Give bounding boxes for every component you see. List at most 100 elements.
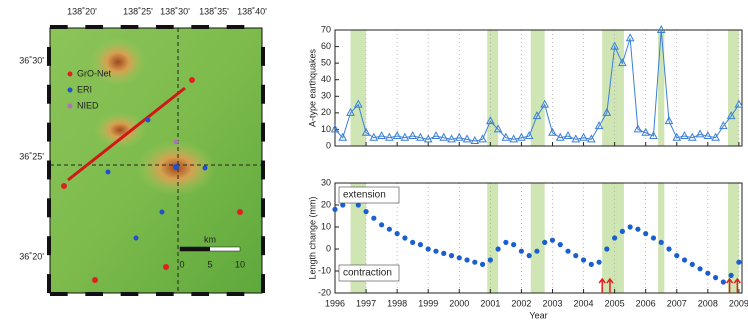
data-point (736, 260, 741, 265)
data-point (620, 229, 625, 234)
y-axis-label: A-type earthquakes (307, 48, 317, 127)
y-tick-label: 0 (326, 140, 331, 150)
scale-tick: 0 (179, 259, 184, 269)
y-tick-label: 20 (321, 107, 331, 117)
x-tick-label: 2006 (636, 298, 656, 308)
legend-label: NIED (77, 100, 99, 110)
y-tick-label: 50 (321, 58, 331, 68)
y-axis-label: Length change (mm) (307, 196, 317, 279)
relief (94, 112, 146, 148)
lon-tick-label: 138˚30' (160, 6, 190, 16)
data-marker (409, 132, 416, 139)
data-point (697, 266, 702, 271)
x-tick-label: 2007 (667, 298, 687, 308)
data-point (729, 273, 734, 278)
x-tick-label: 1998 (387, 298, 407, 308)
data-point (674, 253, 679, 258)
data-point (433, 249, 438, 254)
data-point (666, 246, 671, 251)
y-tick-label: 70 (321, 24, 331, 34)
data-marker (456, 134, 463, 141)
data-point (581, 257, 586, 262)
y-tick-label: 20 (321, 199, 331, 209)
data-point (449, 253, 454, 258)
legend-marker (68, 104, 73, 109)
shaded-interval (728, 30, 739, 146)
data-point (635, 227, 640, 232)
data-marker (378, 132, 385, 139)
lon-tick-label: 138˚35' (199, 6, 229, 16)
x-tick-label: 2008 (698, 298, 718, 308)
data-point (511, 242, 516, 247)
data-point (628, 224, 633, 229)
x-tick-label: 2003 (542, 298, 562, 308)
legend-label: ERI (77, 84, 92, 94)
data-point (565, 249, 570, 254)
x-tick-label: 2004 (574, 298, 594, 308)
data-point (402, 235, 407, 240)
shaded-interval (658, 183, 664, 293)
data-marker (432, 132, 439, 139)
annotation: extension (343, 190, 386, 201)
y-tick-label: 0 (326, 243, 331, 253)
shaded-interval (487, 183, 498, 293)
y-tick-label: 30 (321, 177, 331, 187)
data-point (332, 207, 337, 212)
data-point (604, 246, 609, 251)
data-point (713, 275, 718, 280)
data-point (527, 253, 532, 258)
data-marker (394, 132, 401, 139)
x-axis-label: Year (529, 310, 547, 320)
data-point (418, 242, 423, 247)
data-point (464, 257, 469, 262)
data-marker (697, 130, 704, 137)
data-point (472, 260, 477, 265)
y-tick-label: 30 (321, 91, 331, 101)
figure: km 0 5 10 138˚20' 138˚25' 138˚30' 138˚35' 13… (0, 0, 748, 321)
data-point (643, 231, 648, 236)
data-point (519, 249, 524, 254)
data-point (612, 235, 617, 240)
scale-tick: 10 (235, 259, 245, 269)
data-point (457, 255, 462, 260)
lon-tick-label: 138˚25' (123, 6, 153, 16)
map: km 0 5 10 (47, 25, 265, 296)
data-point (573, 253, 578, 258)
data-point (596, 260, 601, 265)
y-tick-label: 10 (321, 124, 331, 134)
data-point (721, 279, 726, 284)
data-point (659, 240, 664, 245)
x-tick-label: 1999 (418, 298, 438, 308)
legend-label: GrO-Net (77, 68, 112, 78)
x-tick-label: 2001 (480, 298, 500, 308)
data-point (441, 251, 446, 256)
legend-marker (68, 88, 73, 93)
y-tick-label: -20 (318, 287, 331, 297)
data-point (363, 209, 368, 214)
data-point (705, 271, 710, 276)
shaded-interval (602, 30, 624, 146)
scale-tick: 5 (207, 259, 212, 269)
shaded-interval (531, 183, 545, 293)
data-point (542, 240, 547, 245)
x-tick-label: 2000 (449, 298, 469, 308)
x-tick-label: 1996 (325, 298, 345, 308)
data-point (534, 249, 539, 254)
data-point (558, 242, 563, 247)
data-point (379, 222, 384, 227)
lat-tick-label: 36˚20' (19, 251, 44, 261)
data-point (488, 257, 493, 262)
data-marker (681, 132, 688, 139)
y-tick-label: 40 (321, 74, 331, 84)
lat-tick-label: 36˚30' (19, 55, 44, 65)
shaded-interval (351, 30, 367, 146)
shaded-interval (531, 30, 545, 146)
x-tick-label: 2009 (729, 298, 748, 308)
lon-tick-label: 138˚40' (237, 6, 267, 16)
relief (90, 38, 146, 86)
lon-tick-label: 138˚20' (67, 6, 97, 16)
legend-marker (68, 72, 73, 77)
data-point (480, 262, 485, 267)
data-marker (565, 132, 572, 139)
data-point (387, 227, 392, 232)
